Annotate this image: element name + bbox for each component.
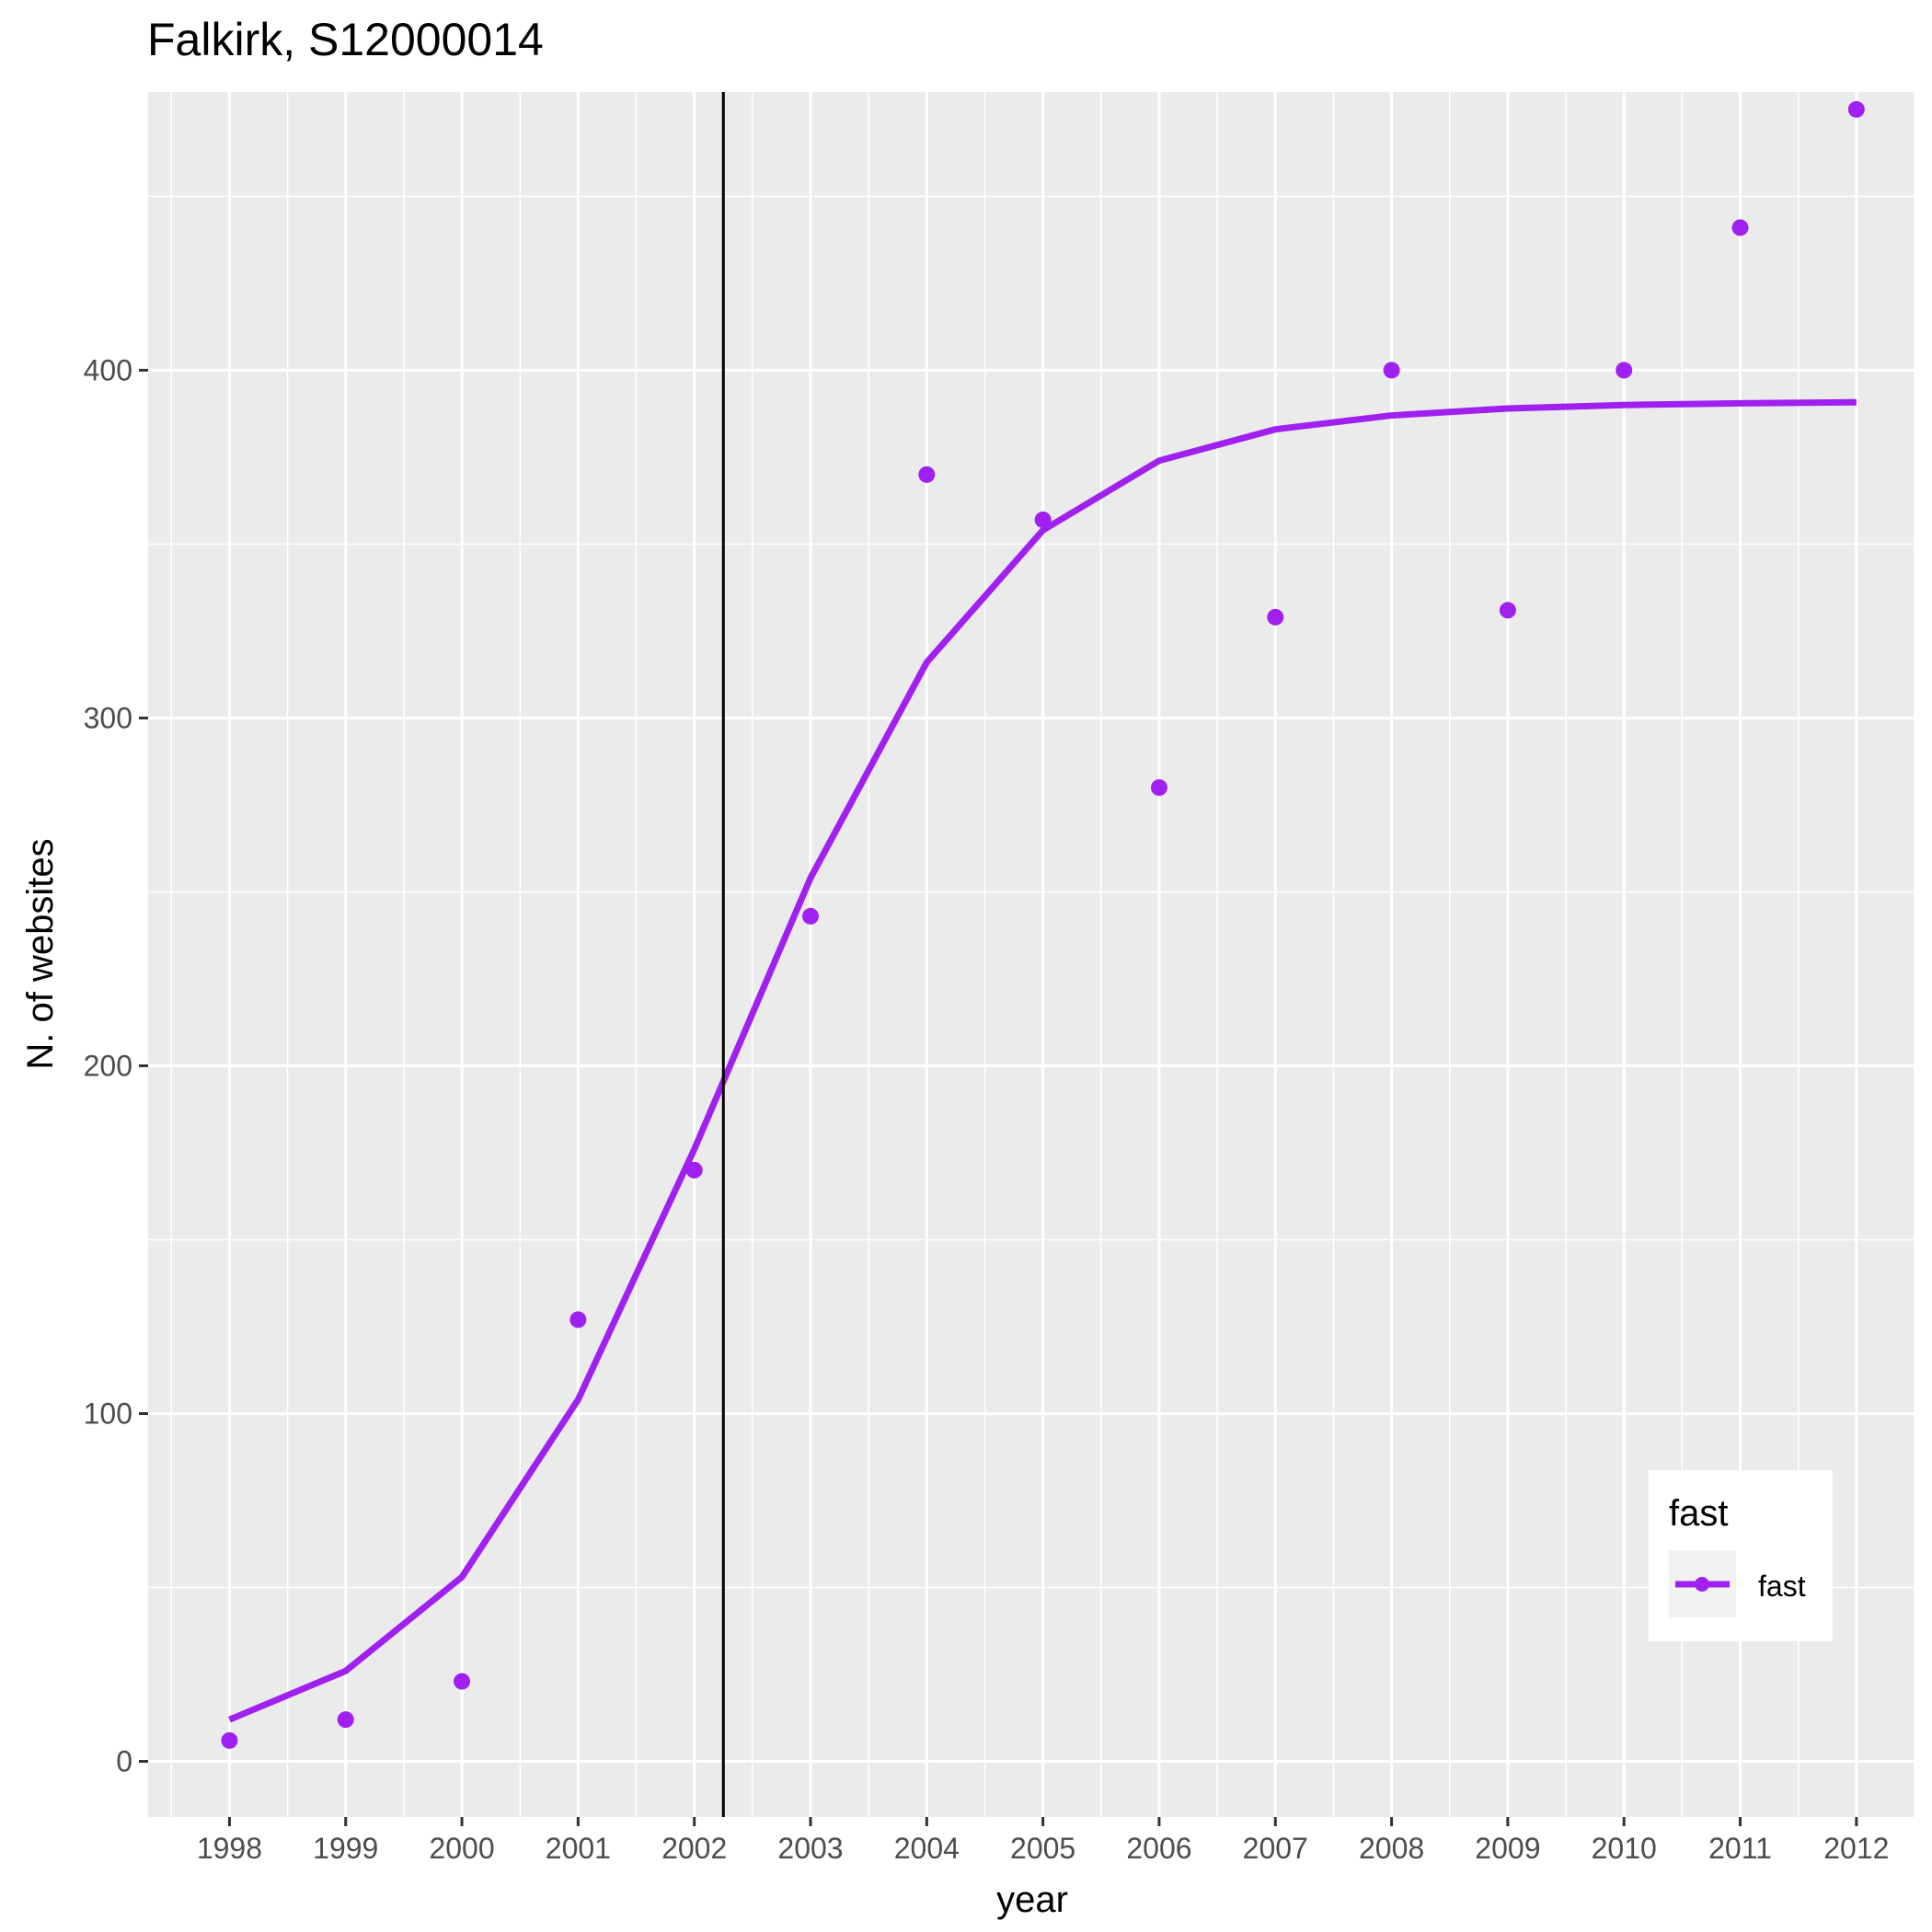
x-axis: 1998 1999 2000 2001 2002 2003 2004 2005 2006 2007…	[197, 1817, 1889, 1865]
data-point-2012	[1847, 100, 1865, 118]
data-points-layer	[221, 100, 1865, 1749]
x-tick-label-2007: 2007	[1243, 1832, 1308, 1865]
data-point-2011	[1731, 219, 1749, 236]
legend-title: fast	[1669, 1493, 1728, 1534]
data-point-2006	[1150, 779, 1167, 797]
data-point-2008	[1383, 362, 1400, 379]
data-point-1999	[337, 1711, 354, 1729]
x-tick-label-1999: 1999	[313, 1832, 378, 1865]
x-tick-label-2006: 2006	[1126, 1832, 1191, 1865]
x-tick-label-2011: 2011	[1708, 1832, 1772, 1865]
x-tick-label-2012: 2012	[1823, 1832, 1889, 1865]
data-point-2001	[569, 1311, 587, 1328]
chart-title: Falkirk, S12000014	[147, 14, 544, 65]
data-point-2002	[685, 1161, 703, 1179]
y-tick-label-400: 400	[84, 353, 132, 386]
x-tick-label-2009: 2009	[1475, 1832, 1540, 1865]
data-point-2004	[918, 466, 936, 483]
y-axis: 0 100 200 300 400	[84, 353, 148, 1778]
y-tick-label-0: 0	[116, 1745, 132, 1778]
x-tick-label-2010: 2010	[1592, 1832, 1657, 1865]
data-point-2005	[1034, 511, 1052, 528]
data-point-2009	[1499, 602, 1516, 619]
x-axis-title: year	[996, 1880, 1068, 1920]
y-axis-title: N. of websites	[20, 838, 61, 1069]
legend-entry-fast: fast	[1758, 1570, 1806, 1603]
x-tick-label-2003: 2003	[777, 1832, 843, 1865]
data-point-2007	[1267, 608, 1284, 626]
plot-panel	[148, 92, 1915, 1817]
x-tick-label-2002: 2002	[661, 1832, 727, 1865]
legend: fast fast	[1649, 1470, 1833, 1641]
legend-key-point	[1695, 1577, 1709, 1592]
data-point-2003	[802, 907, 819, 925]
fitted-line-layer	[228, 398, 1857, 1723]
x-tick-label-2005: 2005	[1010, 1832, 1075, 1865]
x-tick-label-2000: 2000	[429, 1832, 494, 1865]
y-tick-label-200: 200	[84, 1049, 132, 1082]
minor-gridlines	[148, 92, 1915, 1817]
x-tick-label-2004: 2004	[894, 1832, 960, 1865]
x-tick-label-2008: 2008	[1359, 1832, 1424, 1865]
data-point-2000	[454, 1673, 471, 1690]
data-point-2010	[1616, 362, 1633, 379]
x-tick-label-2001: 2001	[546, 1832, 611, 1865]
data-point-1998	[221, 1731, 238, 1749]
series-line-fast	[228, 398, 1857, 1723]
y-tick-label-100: 100	[84, 1397, 132, 1430]
x-tick-label-1998: 1998	[197, 1832, 262, 1865]
y-tick-label-300: 300	[84, 701, 132, 734]
